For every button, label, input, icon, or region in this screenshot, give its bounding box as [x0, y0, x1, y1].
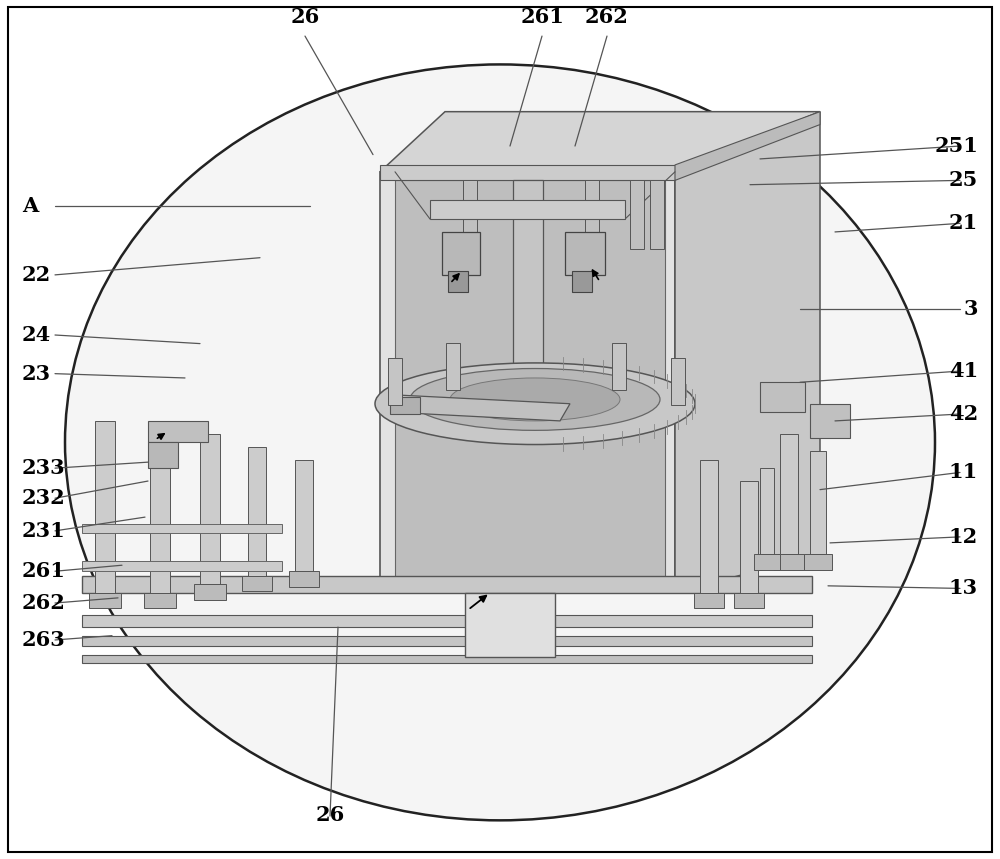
Text: 11: 11 [949, 462, 978, 483]
Bar [390, 397, 420, 414]
Ellipse shape [450, 378, 620, 421]
Bar [612, 343, 626, 390]
Bar [734, 593, 764, 608]
Bar [446, 343, 460, 390]
Text: 261: 261 [22, 561, 66, 582]
Bar [754, 554, 780, 570]
Bar [760, 468, 774, 554]
Bar [810, 451, 826, 554]
Bar [804, 554, 832, 570]
Text: 23: 23 [22, 363, 51, 384]
Polygon shape [675, 112, 820, 180]
Bar [650, 180, 664, 249]
Bar [95, 421, 115, 593]
Ellipse shape [65, 64, 935, 820]
Bar [200, 434, 220, 584]
Bar [82, 576, 812, 593]
Text: 263: 263 [22, 630, 66, 650]
Bar [148, 421, 208, 442]
Bar [572, 271, 592, 292]
Text: 232: 232 [22, 488, 66, 509]
Bar [82, 561, 282, 571]
Bar [565, 232, 605, 275]
Polygon shape [675, 112, 820, 593]
Bar [380, 172, 675, 593]
Bar [395, 180, 665, 584]
Bar [82, 636, 812, 646]
Bar [463, 180, 477, 249]
Bar [248, 447, 266, 576]
Text: 262: 262 [22, 593, 66, 613]
Bar [774, 554, 804, 570]
Bar [448, 271, 468, 292]
Bar [295, 460, 313, 571]
Bar [82, 524, 282, 533]
Text: A: A [22, 196, 38, 216]
Text: 231: 231 [22, 521, 66, 541]
Bar [585, 180, 599, 249]
Text: 261: 261 [520, 8, 564, 27]
Bar [700, 460, 718, 593]
Text: 22: 22 [22, 265, 51, 285]
Text: 262: 262 [585, 8, 629, 27]
Bar [694, 593, 724, 608]
Bar [810, 404, 850, 438]
Bar [430, 200, 625, 219]
Bar [289, 571, 319, 587]
Text: 41: 41 [949, 361, 978, 381]
Bar [148, 442, 178, 468]
Text: 13: 13 [949, 578, 978, 599]
Bar [380, 165, 675, 180]
Bar [82, 655, 812, 663]
Ellipse shape [410, 369, 660, 430]
Ellipse shape [375, 362, 695, 445]
Text: 26: 26 [315, 805, 345, 825]
Bar [465, 593, 555, 657]
Polygon shape [395, 395, 570, 421]
Bar [780, 434, 798, 554]
Bar [194, 584, 226, 600]
Text: 42: 42 [949, 404, 978, 424]
Polygon shape [380, 112, 820, 172]
Text: 12: 12 [949, 527, 978, 547]
Text: 233: 233 [22, 458, 66, 478]
Bar [388, 357, 402, 405]
Text: 24: 24 [22, 325, 51, 345]
Bar [630, 180, 644, 249]
Text: 3: 3 [964, 299, 978, 320]
Bar [671, 357, 685, 405]
Bar [513, 180, 543, 430]
Text: 21: 21 [949, 213, 978, 234]
Bar [150, 430, 170, 593]
Bar [760, 382, 805, 412]
Bar [442, 232, 480, 275]
Bar [89, 593, 121, 608]
Text: 251: 251 [934, 136, 978, 156]
Bar [242, 576, 272, 591]
Bar [144, 593, 176, 608]
Bar [82, 615, 812, 627]
Bar [740, 481, 758, 593]
Text: 26: 26 [290, 8, 320, 27]
Text: 25: 25 [949, 170, 978, 191]
